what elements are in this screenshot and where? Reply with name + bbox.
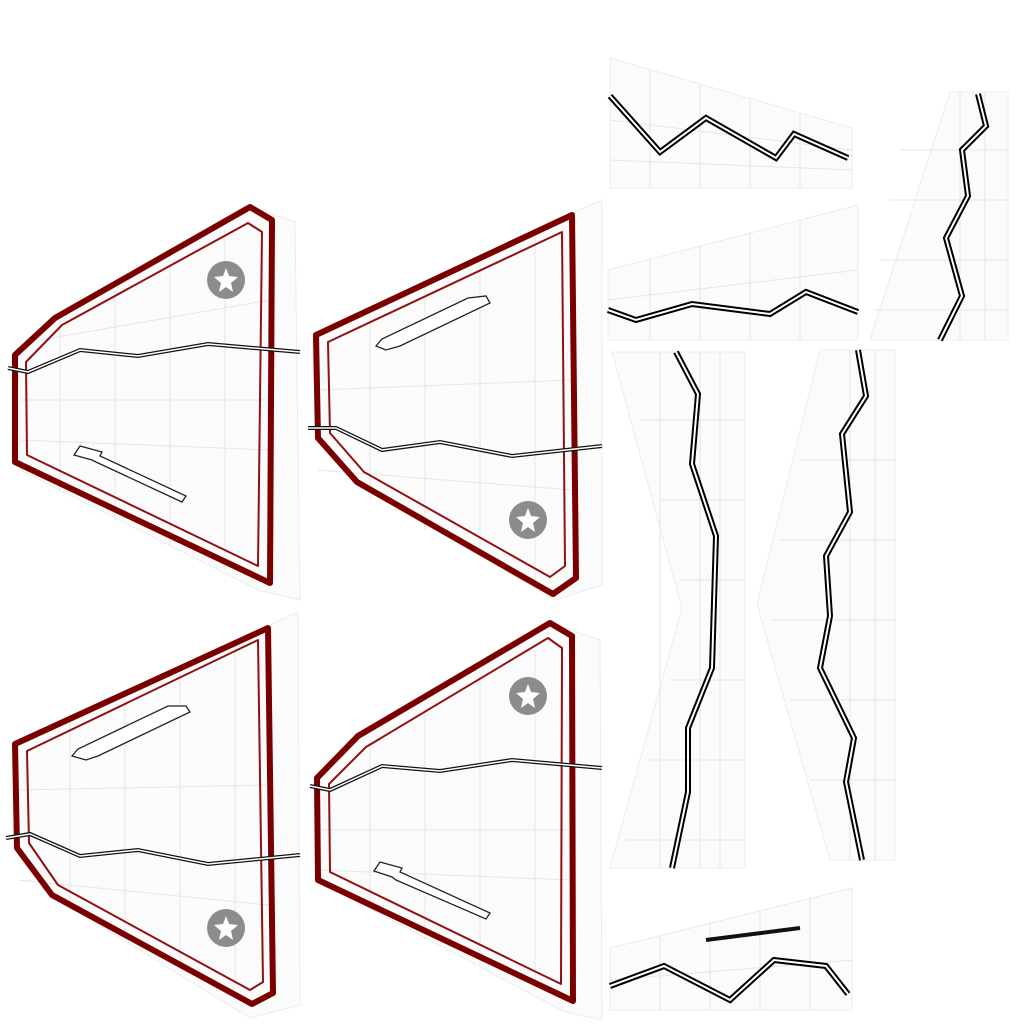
strip-mid [606,204,860,341]
strip-right-short [869,91,1009,342]
star-badge-icon[interactable] [509,677,547,715]
slot-marker [372,861,491,920]
strip-long-right [756,349,896,861]
slot-marker [72,445,187,503]
star-badge-icon[interactable] [509,501,547,539]
tile-top-left [7,204,301,601]
slot-marker [374,295,491,351]
star-badge-icon[interactable] [207,909,245,947]
tile-bottom-left [5,611,301,1019]
slot-marker [70,705,191,761]
strip-top [607,57,853,189]
star-badge-icon[interactable] [207,261,245,299]
tile-bottom-mid [309,620,603,1021]
strip-bottom [608,887,853,1011]
tile-top-mid [308,199,603,601]
strip-long-left [609,350,746,869]
